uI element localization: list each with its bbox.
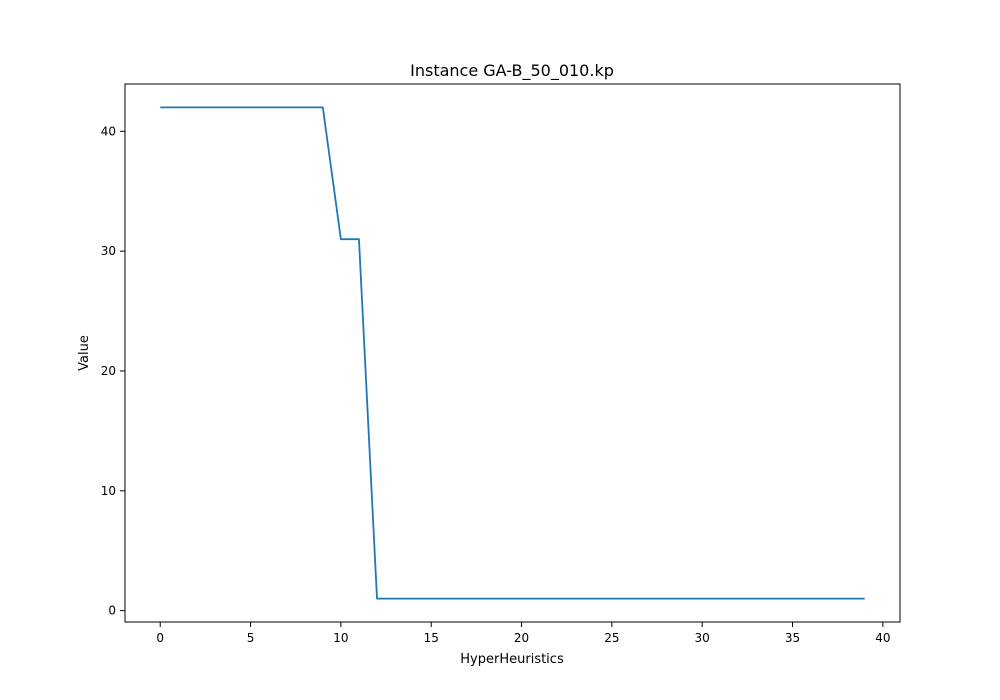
y-tick-label: 40 <box>101 124 116 138</box>
y-axis-label: Value <box>77 335 92 371</box>
x-tick-label: 5 <box>247 631 255 645</box>
x-axis: 0 5 10 15 20 25 30 35 40 <box>156 622 890 645</box>
x-tick-label: 20 <box>514 631 529 645</box>
y-tick-label: 30 <box>101 244 116 258</box>
plot-frame <box>124 83 901 623</box>
x-tick-label: 35 <box>785 631 800 645</box>
x-axis-label: HyperHeuristics <box>460 652 564 667</box>
x-tick-label: 40 <box>875 631 890 645</box>
x-tick-label: 10 <box>333 631 348 645</box>
y-axis: 0 10 20 30 40 <box>101 124 125 618</box>
x-tick-label: 30 <box>695 631 710 645</box>
x-tick-label: 0 <box>156 631 164 645</box>
series-line-0 <box>160 106 865 600</box>
series-layer <box>160 106 865 600</box>
x-tick-label: 25 <box>604 631 619 645</box>
x-tick-label: 15 <box>424 631 439 645</box>
y-tick-label: 20 <box>101 364 116 378</box>
y-tick-label: 0 <box>108 604 116 618</box>
y-tick-label: 10 <box>101 484 116 498</box>
chart-title: Instance GA-B_50_010.kp <box>410 61 614 81</box>
